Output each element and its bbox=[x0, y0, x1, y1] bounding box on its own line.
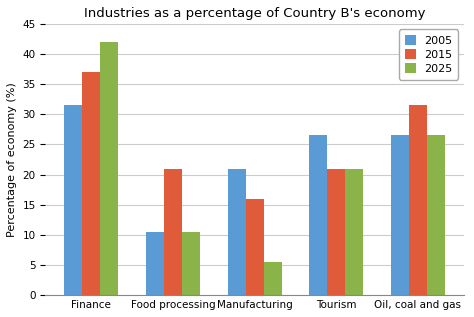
Bar bbox=[182, 232, 200, 295]
Bar bbox=[264, 262, 282, 295]
Bar bbox=[427, 135, 445, 295]
Bar bbox=[345, 169, 363, 295]
Legend: 2005, 2015, 2025: 2005, 2015, 2025 bbox=[399, 29, 458, 80]
Bar bbox=[164, 169, 182, 295]
Bar bbox=[100, 42, 118, 295]
Bar bbox=[391, 135, 409, 295]
Bar bbox=[246, 199, 264, 295]
Title: Industries as a percentage of Country B's economy: Industries as a percentage of Country B'… bbox=[84, 7, 426, 20]
Bar bbox=[228, 169, 246, 295]
Bar bbox=[310, 135, 328, 295]
Y-axis label: Percentage of economy (%): Percentage of economy (%) bbox=[7, 82, 17, 237]
Bar bbox=[328, 169, 345, 295]
Bar bbox=[146, 232, 164, 295]
Bar bbox=[409, 105, 427, 295]
Bar bbox=[82, 72, 100, 295]
Bar bbox=[64, 105, 82, 295]
